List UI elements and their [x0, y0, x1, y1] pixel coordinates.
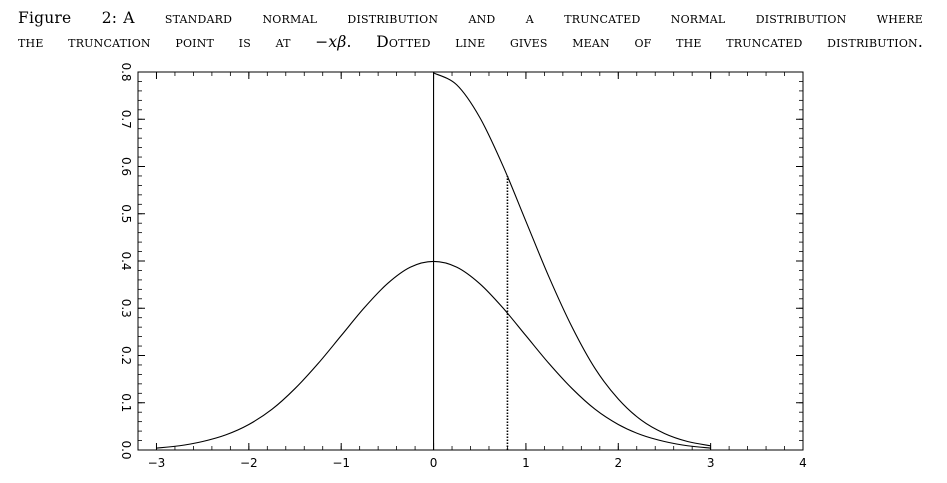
- caption-line-1: Figure 2: A standard normal distribution …: [18, 6, 923, 30]
- y-tick-label: 0.5: [119, 204, 133, 223]
- y-tick-label: 0.1: [119, 393, 133, 412]
- plot-frame: [137, 71, 804, 451]
- caption-math: −xβ: [315, 33, 347, 51]
- y-axis: 0.0 0.1 0.2 0.3 0.4 0.5 0.6 0.7 0.8: [119, 62, 803, 460]
- x-axis: −3 −2 −1 0 1 2 3 4: [148, 72, 807, 470]
- y-tick-label: 0.2: [119, 346, 133, 365]
- x-tick-label: −1: [332, 456, 350, 470]
- x-tick-label: 1: [522, 456, 530, 470]
- caption-text-2b: . Dotted line gives mean of the truncate…: [346, 33, 923, 51]
- caption-line-2: the truncation point is at −xβ. Dotted l…: [18, 30, 923, 54]
- x-tick-label: 4: [799, 456, 807, 470]
- x-tick-label: 0: [430, 456, 438, 470]
- y-tick-label: 0.7: [119, 110, 133, 129]
- y-tick-label: 0.6: [119, 157, 133, 176]
- y-tick-label: 0.0: [119, 440, 133, 459]
- caption-label: Figure 2:: [18, 9, 118, 27]
- caption-text-1: A standard normal distribution and a tru…: [123, 9, 923, 27]
- x-tick-label: 3: [707, 456, 715, 470]
- x-tick-label: −3: [148, 456, 166, 470]
- series-layer: [156, 72, 711, 450]
- figure-caption: Figure 2: A standard normal distribution …: [18, 6, 923, 54]
- x-tick-label: −2: [240, 456, 258, 470]
- y-tick-label: 0.3: [119, 299, 133, 318]
- caption-text-2a: the truncation point is at: [18, 33, 316, 51]
- truncated-normal-curve: [433, 72, 711, 447]
- y-tick-label: 0.8: [119, 62, 133, 81]
- y-tick-label: 0.4: [119, 251, 133, 270]
- x-tick-label: 2: [614, 456, 622, 470]
